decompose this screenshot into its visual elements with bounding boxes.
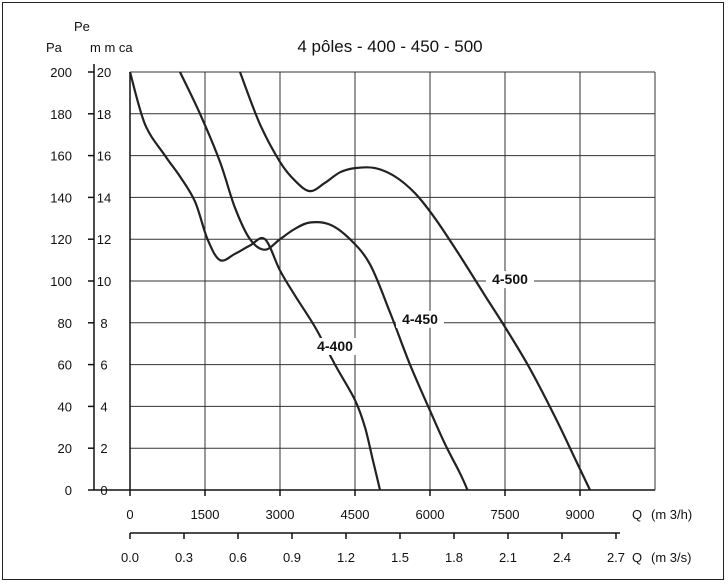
x-tick-label-m3s: 1.2 [337,550,355,565]
y-axis-label-pe: Pe [74,19,90,34]
curve-4-450 [179,71,469,491]
y-tick-label-pa: 60 [58,358,72,373]
y-tick-label-pa: 20 [58,441,72,456]
y-tick-label-mmca: 18 [97,107,111,122]
y-tick-label-mmca: 8 [100,316,107,331]
y-tick-label-pa: 40 [58,399,72,414]
x-tick-label-m3s: 2.7 [607,550,625,565]
y-axis-label-mmca: m m ca [90,40,133,55]
curve-label-bg [311,337,359,355]
x-tick-label-m3h: 7500 [491,507,520,522]
chart-title: 4 pôles - 400 - 450 - 500 [297,37,482,56]
y-tick-label-mmca: 6 [100,358,107,373]
x-tick-label-m3h: 0 [126,507,133,522]
x-tick-label-m3s: 1.8 [445,550,463,565]
x-tick-label-m3s: 0.3 [175,550,193,565]
y-tick-label-mmca: 12 [97,232,111,247]
x-tick-label-m3s: 0.9 [283,550,301,565]
y-tick-label-pa: 180 [50,107,72,122]
curves [128,71,591,491]
tick-labels: 0204060801001201401601802000246810121416… [50,65,625,565]
x-tick-label-m3s: 2.4 [553,550,571,565]
x-tick-label-m3s: 0.6 [229,550,247,565]
curve-4-500 [238,71,591,491]
x-axis-label-m3s: (m 3/s) [651,550,691,565]
x-tick-label-m3h: 3000 [266,507,295,522]
y-tick-label-pa: 100 [50,274,72,289]
curve-label-4-500: 4-500 [492,271,528,287]
x-tick-label-m3h: 9000 [566,507,595,522]
y-tick-label-mmca: 4 [100,399,107,414]
y-tick-label-mmca: 14 [97,190,111,205]
y-tick-label-pa: 140 [50,190,72,205]
curve-label-bg [396,310,444,328]
curve-label-4-450: 4-450 [402,311,438,327]
x-tick-label-m3h: 4500 [341,507,370,522]
y-tick-label-pa: 200 [50,65,72,80]
y-tick-label-mmca: 20 [97,65,111,80]
grid [130,71,655,491]
x-tick-label-m3s: 2.1 [499,550,517,565]
y-tick-label-mmca: 0 [100,483,107,498]
x-tick-label-m3h: 1500 [191,507,220,522]
y-tick-label-mmca: 2 [100,441,107,456]
y-tick-label-mmca: 16 [97,149,111,164]
y-tick-label-pa: 80 [58,316,72,331]
x-tick-label-m3s: 0.0 [121,550,139,565]
x-tick-label-m3h: 6000 [416,507,445,522]
x-axis-label-q2-prefix: Q [632,550,642,565]
y-tick-label-pa: 160 [50,149,72,164]
y-tick-label-mmca: 10 [97,274,111,289]
curve-label-4-400: 4-400 [317,338,353,354]
x-axis-label-q-prefix: Q [632,507,642,522]
curve-label-bg [486,271,534,289]
x-axis-label-m3h: (m 3/h) [651,507,692,522]
curve-labels: 4-400 4-450 4-500 [311,271,534,355]
axes [88,64,656,539]
curve-4-400 [128,71,382,491]
x-tick-label-m3s: 1.5 [391,550,409,565]
y-tick-label-pa: 120 [50,232,72,247]
y-tick-label-pa: 0 [65,483,72,498]
y-axis-label-pa: Pa [46,40,63,55]
